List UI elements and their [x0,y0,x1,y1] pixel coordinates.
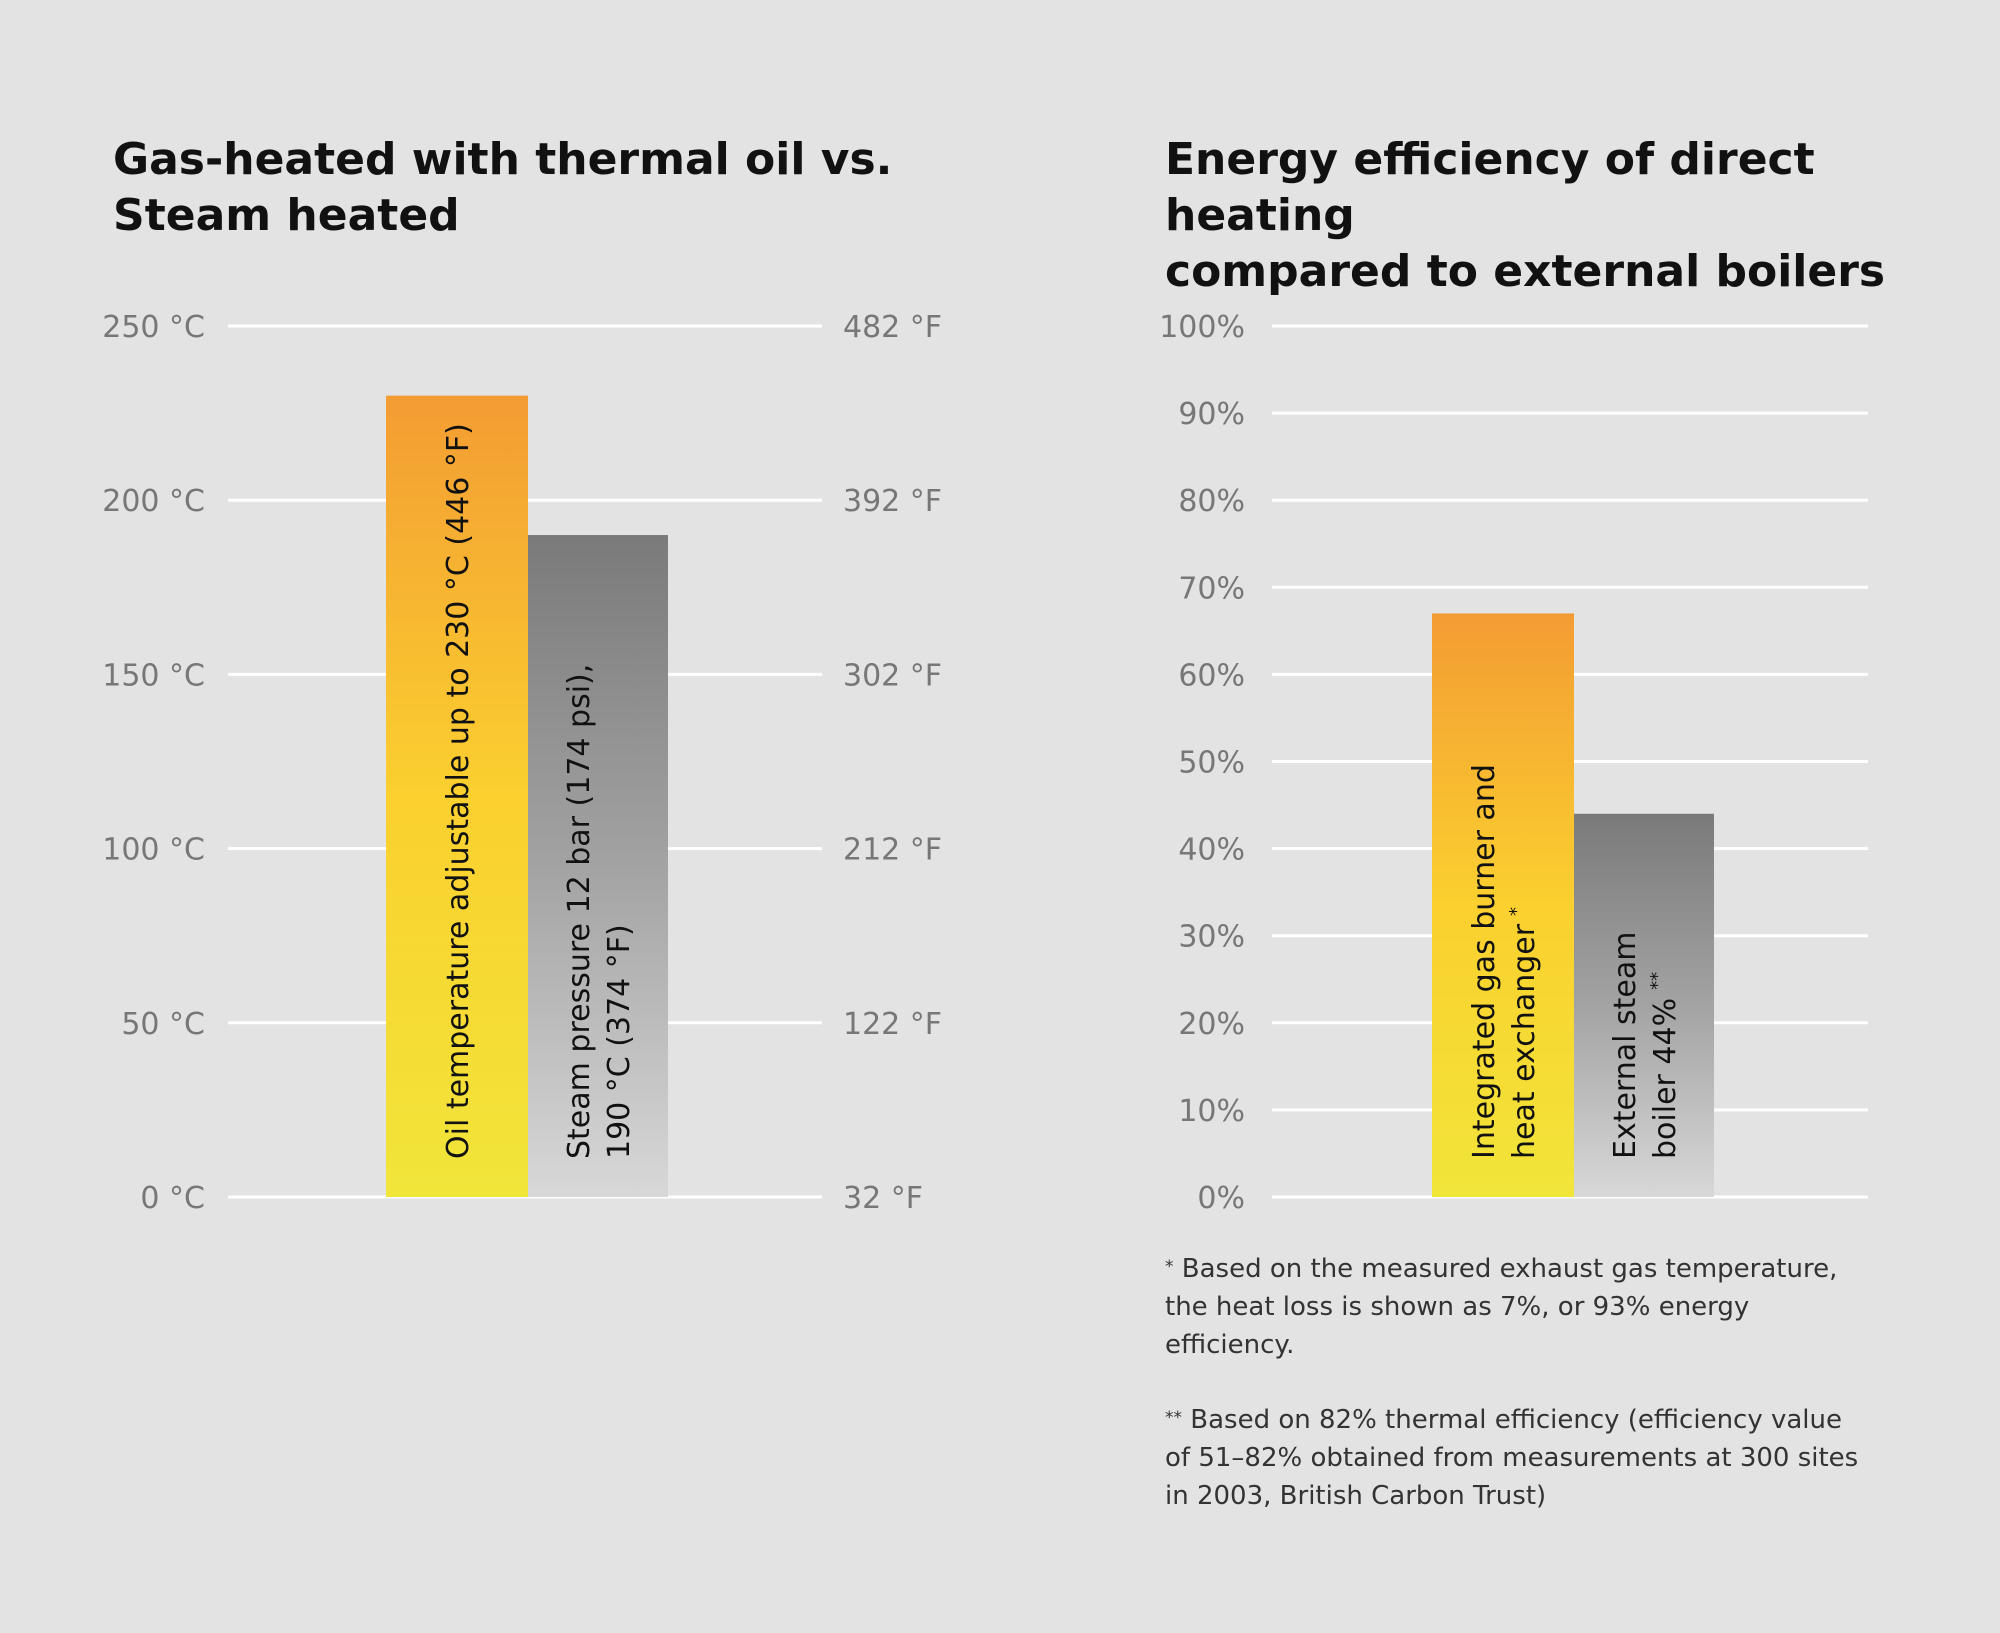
temperature-chart: 0 °C 32 °F 50 °C 122 °F 100 °C 212 °F 150 °C 30… [102,310,942,1216]
y-tick-label-left: 10% [1178,1094,1245,1129]
bar-label: heat exchanger* [1506,907,1542,1159]
y-tick-label-left: 40% [1178,833,1245,868]
chart-title-temperature: Gas-heated with thermal oil vs. Steam he… [113,134,893,241]
y-tick-label-right: 32 °F [843,1181,923,1216]
y-tick-label-right: 392 °F [843,484,942,519]
footnote-marker: ** [1647,972,1668,990]
y-tick-label-right: 482 °F [843,310,942,345]
bar [1574,813,1714,1197]
bar-label: boiler 44%** [1647,972,1683,1159]
footnote-double-star: ** Based on 82% thermal efficiency (effi… [1165,1401,1865,1515]
y-tick-label-left: 0 °C [140,1181,205,1216]
y-tick-label-right: 212 °F [843,833,942,868]
footnote-single-star: * Based on the measured exhaust gas temp… [1165,1250,1865,1364]
y-tick-label-left: 20% [1178,1007,1245,1042]
footnote-marker: * [1506,907,1527,916]
y-tick-label-left: 250 °C [102,310,205,345]
bar-label: 190 °C (374 °F) [602,924,637,1159]
y-tick-label-right: 302 °F [843,658,942,693]
chart-title-efficiency: Energy efficiency of direct heating comp… [1165,134,1886,297]
y-tick-label-left: 150 °C [102,658,205,693]
bar [1432,613,1574,1197]
y-tick-label-left: 90% [1178,397,1245,432]
bar-label: Integrated gas burner and [1467,764,1502,1159]
y-tick-label-left: 70% [1178,571,1245,606]
bar [386,395,528,1197]
bar-label: External steam [1608,932,1643,1159]
y-tick-label-left: 100 °C [102,833,205,868]
y-tick-label-left: 100% [1159,310,1245,345]
efficiency-chart: 0% 10% 20% 30% 40% 50% 60% 70% 80% 90% 100% Integra… [1159,310,1868,1216]
footnote-text: Based on 82% thermal efficiency (efficie… [1165,1405,1859,1511]
bar-label: Steam pressure 12 bar (174 psi), [562,664,597,1159]
y-tick-label-left: 200 °C [102,484,205,519]
footnote-mark: ** [1165,1408,1182,1428]
bar-label: Oil temperature adjustable up to 230 °C … [441,423,476,1159]
y-tick-label-left: 80% [1178,484,1245,519]
y-tick-label-left: 30% [1178,920,1245,955]
y-tick-label-right: 122 °F [843,1007,942,1042]
footnote-text: Based on the measured exhaust gas temper… [1165,1254,1838,1360]
footnote-mark: * [1165,1257,1174,1277]
bar [528,535,668,1197]
y-tick-label-left: 0% [1197,1181,1245,1216]
y-tick-label-left: 60% [1178,658,1245,693]
y-tick-label-left: 50% [1178,746,1245,781]
y-tick-label-left: 50 °C [121,1007,205,1042]
